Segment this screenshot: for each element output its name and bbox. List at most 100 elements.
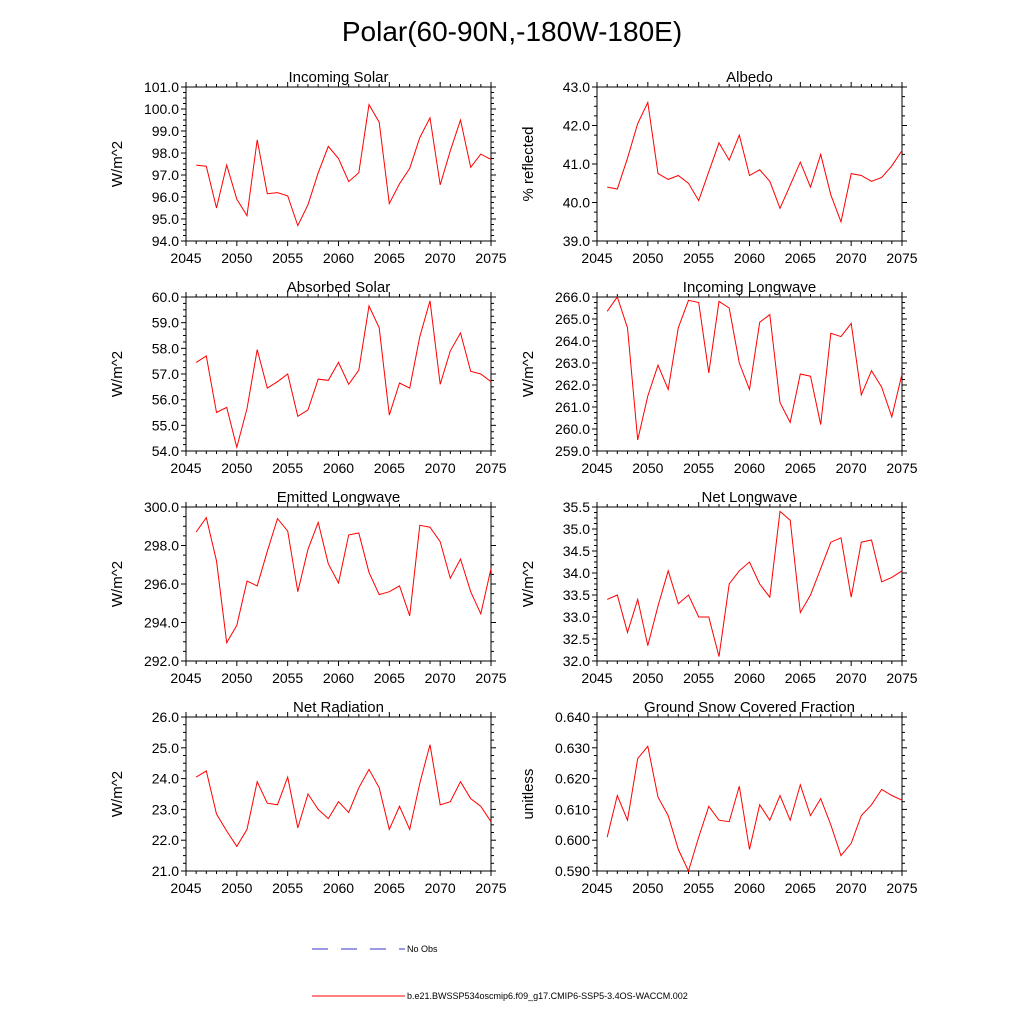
y-tick-label: 96.0 (152, 189, 179, 205)
x-tick-label: 2070 (836, 880, 867, 896)
panel-title-net-longwave: Net Longwave (702, 489, 798, 506)
x-tick-label: 2050 (221, 460, 252, 476)
x-tick-label: 2070 (836, 670, 867, 686)
y-axis-label: unitless (520, 769, 537, 820)
panel-title-albedo: Albedo (726, 69, 773, 86)
y-tick-label: 26.0 (152, 709, 179, 725)
x-tick-label: 2055 (683, 460, 714, 476)
panel-title-incoming-longwave: Incoming Longwave (683, 279, 816, 296)
y-tick-label: 58.0 (152, 340, 179, 356)
x-tick-label: 2065 (785, 670, 816, 686)
x-tick-label: 2045 (581, 880, 612, 896)
y-tick-label: 55.0 (152, 417, 179, 433)
y-tick-label: 21.0 (152, 863, 179, 879)
x-tick-label: 2055 (683, 670, 714, 686)
y-tick-label: 98.0 (152, 145, 179, 161)
x-tick-label: 2045 (170, 250, 201, 266)
x-tick-label: 2060 (323, 670, 354, 686)
x-tick-label: 2050 (632, 250, 663, 266)
x-tick-label: 2060 (734, 670, 765, 686)
series-line-incoming-longwave (606, 295, 903, 441)
x-tick-label: 2050 (221, 250, 252, 266)
y-tick-label: 34.5 (563, 543, 590, 559)
y-tick-label: 266.0 (555, 289, 590, 305)
series-line-net-radiation (195, 744, 492, 848)
x-tick-label: 2055 (272, 460, 303, 476)
x-tick-label: 2065 (785, 880, 816, 896)
x-tick-label: 2070 (425, 880, 456, 896)
x-tick-label: 2065 (374, 670, 405, 686)
y-tick-label: 33.5 (563, 587, 590, 603)
x-tick-label: 2045 (581, 460, 612, 476)
legend-model-label: b.e21.BWSSP534oscmip6.f09_g17.CMIP6-SSP5… (407, 991, 688, 1001)
y-tick-label: 294.0 (144, 615, 179, 631)
y-tick-label: 34.0 (563, 565, 590, 581)
y-tick-label: 0.630 (555, 740, 590, 756)
plot-frame (185, 86, 492, 242)
panel-albedo: Albedo 2045 2050 2055 2060 2065 2070 2075 39.0 40… (520, 69, 918, 266)
y-tick-label: 260.0 (555, 421, 590, 437)
x-tick-label: 2055 (272, 880, 303, 896)
panel-incoming-longwave: Incoming Longwave 2045 2050 2055 2060 2065 207… (520, 279, 918, 476)
y-tick-label: 35.0 (563, 521, 590, 537)
panel-incoming-solar: Incoming Solar 2045 2050 2055 2060 2065 2070 20… (109, 69, 507, 266)
x-tick-label: 2050 (632, 670, 663, 686)
x-tick-label: 2070 (425, 250, 456, 266)
y-tick-label: 40.0 (563, 195, 590, 211)
x-tick-label: 2075 (475, 880, 506, 896)
y-tick-label: 0.610 (555, 801, 590, 817)
series-line-absorbed-solar (195, 300, 492, 450)
panel-title-incoming-solar: Incoming Solar (288, 69, 388, 86)
y-tick-label: 298.0 (144, 538, 179, 554)
x-tick-label: 2075 (886, 250, 917, 266)
y-tick-label: 0.620 (555, 771, 590, 787)
x-tick-label: 2065 (374, 250, 405, 266)
x-tick-label: 2055 (683, 250, 714, 266)
x-tick-label: 2050 (632, 880, 663, 896)
y-tick-label: 25.0 (152, 740, 179, 756)
x-tick-label: 2075 (475, 460, 506, 476)
y-tick-label: 33.0 (563, 609, 590, 625)
y-axis-label: % reflected (520, 126, 537, 201)
x-tick-label: 2070 (836, 250, 867, 266)
y-tick-label: 262.0 (555, 377, 590, 393)
x-tick-label: 2045 (170, 670, 201, 686)
y-tick-label: 35.5 (563, 499, 590, 515)
y-tick-label: 56.0 (152, 392, 179, 408)
x-tick-label: 2075 (475, 670, 506, 686)
y-tick-label: 22.0 (152, 832, 179, 848)
x-tick-label: 2075 (886, 460, 917, 476)
y-tick-label: 97.0 (152, 167, 179, 183)
x-tick-label: 2045 (581, 670, 612, 686)
y-tick-label: 263.0 (555, 355, 590, 371)
x-tick-label: 2055 (683, 880, 714, 896)
y-tick-label: 100.0 (144, 101, 179, 117)
y-tick-label: 264.0 (555, 333, 590, 349)
x-tick-label: 2045 (170, 880, 201, 896)
series-line-albedo (607, 100, 903, 224)
y-axis-label: W/m^2 (109, 141, 126, 187)
y-tick-label: 0.640 (555, 709, 590, 725)
x-tick-label: 2065 (785, 460, 816, 476)
y-tick-label: 292.0 (144, 653, 179, 669)
x-tick-label: 2060 (734, 880, 765, 896)
plot-frame (185, 716, 492, 872)
y-tick-label: 57.0 (152, 366, 179, 382)
panel-emitted-longwave: Emitted Longwave 2045 2050 2055 2060 2065 2070… (109, 489, 507, 686)
legend: No Obs b.e21.BWSSP534oscmip6.f09_g17.CMI… (312, 944, 688, 1001)
y-axis-label: W/m^2 (520, 561, 537, 607)
series-line-incoming-solar (196, 103, 492, 227)
panels: Incoming Solar 2045 2050 2055 2060 2065 2070 20… (109, 69, 918, 896)
x-tick-label: 2055 (272, 250, 303, 266)
x-tick-label: 2060 (323, 880, 354, 896)
panel-net-longwave: Net Longwave 2045 2050 2055 2060 2065 2070 2075… (520, 489, 918, 686)
panel-ground-snow-covered-fraction: Ground Snow Covered Fraction 2045 2050 2055… (520, 699, 918, 896)
y-tick-label: 43.0 (563, 79, 590, 95)
y-tick-label: 259.0 (555, 443, 590, 459)
plot-frame (596, 86, 903, 242)
plot-frame (596, 506, 903, 662)
x-tick-label: 2065 (374, 460, 405, 476)
y-tick-label: 32.5 (563, 631, 590, 647)
y-tick-label: 24.0 (152, 771, 179, 787)
